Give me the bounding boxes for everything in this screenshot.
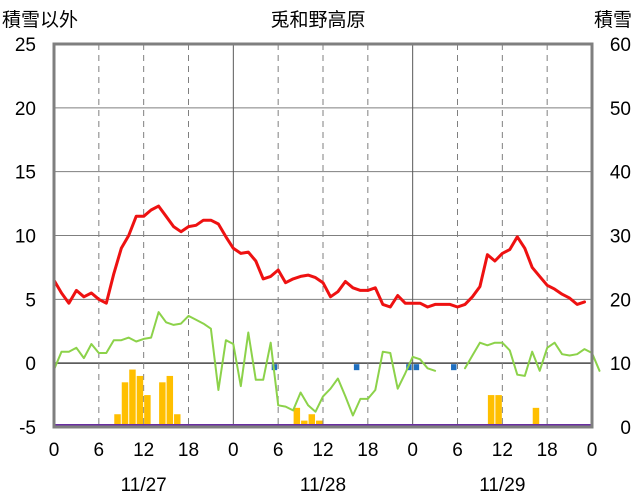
precip-bar (308, 414, 316, 427)
precip-bar (121, 382, 129, 427)
hour-tick-label: 18 (537, 440, 558, 461)
hour-tick-label: 0 (49, 440, 60, 461)
right-tick-label: 40 (610, 163, 631, 184)
left-tick-label: 10 (15, 227, 36, 248)
date-label: 11/27 (121, 475, 167, 496)
hour-tick-label: 18 (178, 440, 199, 461)
right-tick-label: 10 (610, 354, 631, 375)
left-tick-label: 5 (25, 290, 36, 311)
precip-bar (129, 369, 136, 427)
hour-tick-label: 0 (228, 440, 239, 461)
precip-bar (301, 420, 308, 427)
snow-depth-mark (353, 364, 360, 371)
hour-tick-label: 12 (312, 440, 333, 461)
chart-title: 兎和野高原 (270, 9, 365, 31)
temperature-line (52, 204, 586, 309)
left-tick-label: 25 (15, 35, 36, 56)
wind-line (464, 341, 601, 377)
right-axis-label: 積雪 (594, 9, 632, 31)
date-label: 11/28 (300, 475, 346, 496)
plot-border (52, 42, 594, 429)
left-tick-label: 0 (25, 354, 36, 375)
precip-bar (159, 382, 166, 427)
wind-line (53, 311, 437, 417)
right-tick-label: 30 (610, 227, 631, 248)
left-tick-label: -5 (19, 418, 36, 439)
precip-bar (114, 414, 121, 427)
hour-tick-label: 18 (357, 440, 378, 461)
precip-bar (316, 420, 323, 427)
precipitation-bars (114, 369, 540, 427)
hour-tick-label: 6 (452, 440, 463, 461)
snow-depth-mark (413, 364, 420, 371)
right-tick-label: 60 (610, 35, 631, 56)
hour-tick-label: 12 (133, 440, 154, 461)
date-label: 11/29 (479, 475, 525, 496)
precip-bar (293, 407, 301, 427)
left-tick-label: 20 (15, 99, 36, 120)
snow-depth-mark (451, 364, 457, 371)
right-tick-label: 0 (620, 418, 631, 439)
hour-tick-label: 12 (492, 440, 513, 461)
precip-bar (487, 395, 495, 427)
precip-bar (174, 414, 181, 427)
hour-tick-label: 6 (94, 440, 105, 461)
right-tick-label: 50 (610, 99, 631, 120)
left-tick-label: 15 (15, 163, 36, 184)
hour-tick-label: 6 (273, 440, 284, 461)
series-lines (52, 204, 601, 427)
hour-tick-label: 0 (407, 440, 418, 461)
hour-tick-label: 0 (587, 440, 598, 461)
right-tick-label: 20 (610, 290, 631, 311)
gridlines (54, 44, 592, 427)
axis-labels: 兎和野高原 積雪以外 積雪 -5051015202501020304050600… (2, 9, 632, 496)
left-axis-label: 積雪以外 (2, 9, 78, 31)
precip-bar (144, 395, 151, 427)
precip-bar (136, 375, 144, 427)
precip-bar (495, 395, 502, 427)
precip-bar (166, 375, 174, 427)
plot-frame (52, 42, 594, 429)
precip-bar (532, 407, 540, 427)
